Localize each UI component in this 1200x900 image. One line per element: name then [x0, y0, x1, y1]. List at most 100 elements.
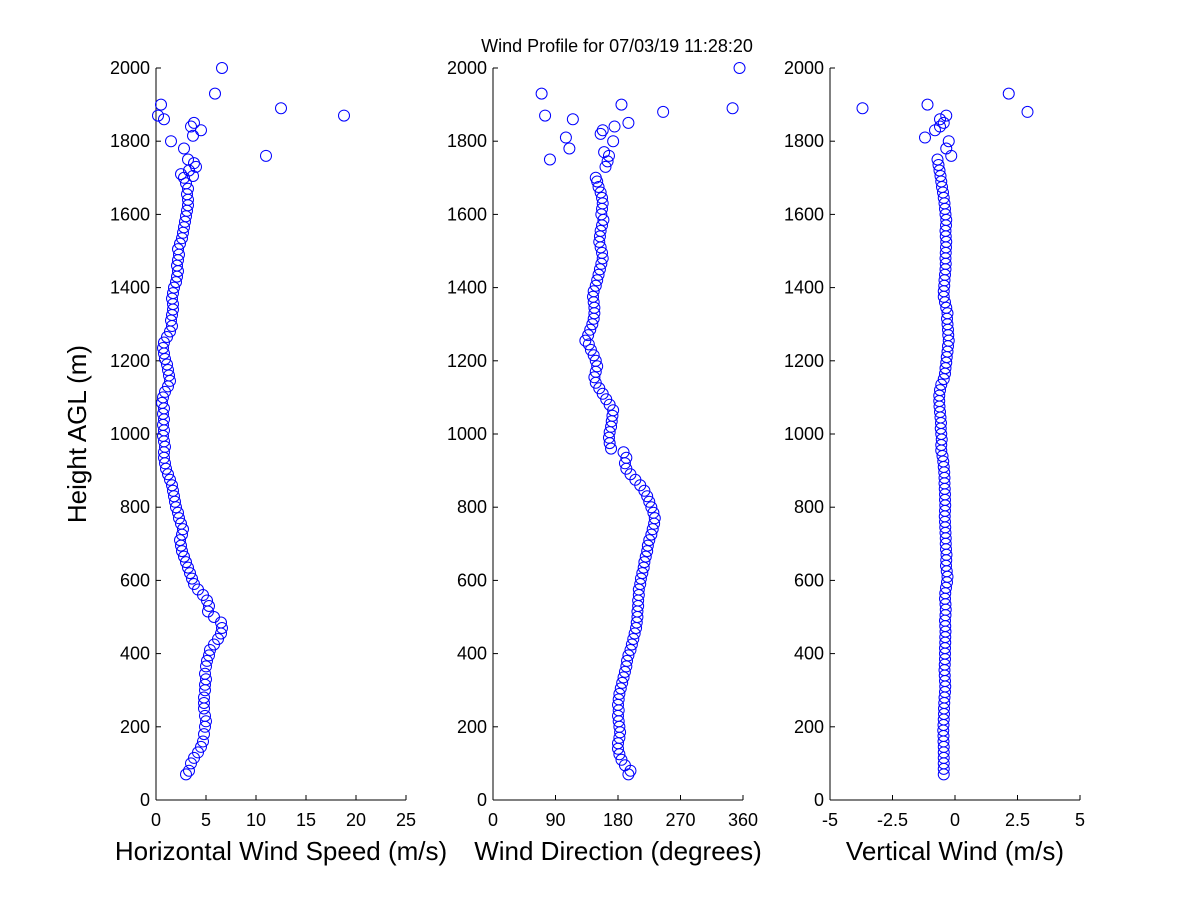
vertical-data-point [1021, 105, 1034, 118]
direction-data-point [641, 490, 654, 503]
vertical-data-point [932, 158, 945, 171]
speed-data-point [216, 62, 228, 74]
speed-data-point [209, 87, 221, 100]
vertical-y-tick-label: 400 [794, 644, 824, 664]
speed-data-point [180, 177, 192, 190]
speed-data-point [178, 550, 190, 563]
direction-data-point [647, 506, 660, 519]
speed-data-point [184, 567, 196, 580]
vertical-y-tick-label: 1800 [784, 131, 824, 151]
speed-data-point [168, 281, 180, 294]
speed-x-tick-label: 5 [201, 810, 211, 830]
speed-data-point [200, 715, 212, 728]
direction-data-point [535, 87, 548, 100]
speed-y-tick-label: 1000 [110, 424, 150, 444]
direction-data-point [627, 632, 640, 645]
speed-y-tick-label: 0 [140, 790, 150, 810]
speed-data-point [188, 116, 200, 129]
speed-data-point [195, 124, 207, 137]
direction-data-point [594, 186, 607, 199]
vertical-x-tick-label: -2.5 [877, 810, 908, 830]
direction-data-point [616, 676, 629, 689]
vertical-y-tick-label: 1000 [784, 424, 824, 444]
speed-y-tick-label: 2000 [110, 58, 150, 78]
vertical-x-tick-label: -5 [822, 810, 838, 830]
direction-x-tick-label: 180 [603, 810, 633, 830]
direction-data-point [563, 142, 576, 155]
vertical-data-point [940, 109, 953, 122]
speed-x-tick-label: 25 [396, 810, 416, 830]
direction-data-point [591, 360, 604, 373]
speed-y-tick-label: 200 [120, 717, 150, 737]
speed-x-tick-label: 10 [246, 810, 266, 830]
vertical-x-axis-label: Vertical Wind (m/s) [846, 836, 1064, 866]
speed-data-point [198, 728, 210, 741]
speed-x-tick-label: 20 [346, 810, 366, 830]
vertical-data-point [921, 98, 934, 111]
speed-data-point [203, 649, 215, 662]
direction-data-point [617, 671, 630, 684]
horizontal-wind-speed-panel: 0 200 400 600 800 1000 1200 1400 1600 1800 2000 0 5 1… [110, 58, 447, 866]
speed-data-point [180, 768, 192, 781]
direction-data-point [593, 263, 606, 276]
vertical-data-point [941, 307, 954, 320]
direction-data-point [587, 290, 599, 303]
direction-data-point [625, 638, 638, 651]
speed-data-point [157, 391, 169, 404]
vertical-y-tick-label: 0 [814, 790, 824, 810]
speed-data-point [187, 129, 199, 142]
speed-data-point [188, 157, 200, 170]
speed-y-tick-label: 1600 [110, 204, 150, 224]
vertical-y-tick-label: 2000 [784, 58, 824, 78]
speed-data-point [158, 113, 170, 126]
vertical-data-point [931, 153, 944, 166]
direction-data-point [614, 682, 627, 695]
vertical-data-point [935, 378, 948, 391]
direction-y-tick-label: 1200 [447, 351, 487, 371]
speed-data-point [192, 746, 204, 759]
speed-data-point [152, 109, 164, 122]
direction-x-tick-label: 360 [728, 810, 758, 830]
vertical-y-tick-label: 800 [794, 497, 824, 517]
direction-data-point [559, 131, 572, 144]
speed-data-point [199, 709, 211, 722]
speed-data-point [188, 578, 200, 591]
direction-data-point [608, 120, 621, 133]
vertical-y-tick-label: 1600 [784, 204, 824, 224]
speed-data-point [164, 473, 176, 486]
speed-data-point [166, 479, 178, 492]
speed-data-point [177, 523, 189, 536]
direction-data-point [622, 116, 635, 129]
direction-data-point [622, 649, 635, 662]
speed-data-point [157, 341, 169, 354]
vertical-x-tick-label: 0 [950, 810, 960, 830]
vertical-data-point [1002, 87, 1015, 100]
wind-direction-panel: 0 200 400 600 800 1000 1200 1400 1600 1800 2000 0 90… [447, 58, 762, 866]
direction-data-point [621, 654, 634, 667]
speed-data-point [216, 621, 228, 634]
direction-data-point [579, 334, 592, 347]
direction-data-point [598, 146, 611, 159]
vertical-x-tick-label: 2.5 [1005, 810, 1030, 830]
direction-data-point [599, 160, 612, 173]
speed-data-point [275, 102, 287, 115]
direction-y-tick-label: 1400 [447, 278, 487, 298]
direction-data-point [643, 534, 656, 547]
direction-data-point [587, 349, 600, 362]
vertical-data-point [856, 102, 869, 115]
speed-x-tick-label: 0 [151, 810, 161, 830]
speed-data-point [186, 572, 198, 585]
direction-x-axis-label: Wind Direction (degrees) [474, 836, 762, 866]
speed-data-point [180, 556, 192, 569]
speed-data-point [201, 654, 213, 667]
direction-data-point [657, 105, 670, 118]
direction-data-point [643, 495, 656, 508]
direction-data-point [582, 338, 595, 351]
speed-data-point [212, 632, 224, 645]
direction-data-point [591, 274, 604, 287]
direction-y-tick-label: 400 [457, 644, 487, 664]
speed-x-axis-label: Horizontal Wind Speed (m/s) [115, 836, 447, 866]
direction-data-point [539, 109, 552, 122]
figure-title: Wind Profile for 07/03/19 11:28:20 [481, 36, 753, 56]
